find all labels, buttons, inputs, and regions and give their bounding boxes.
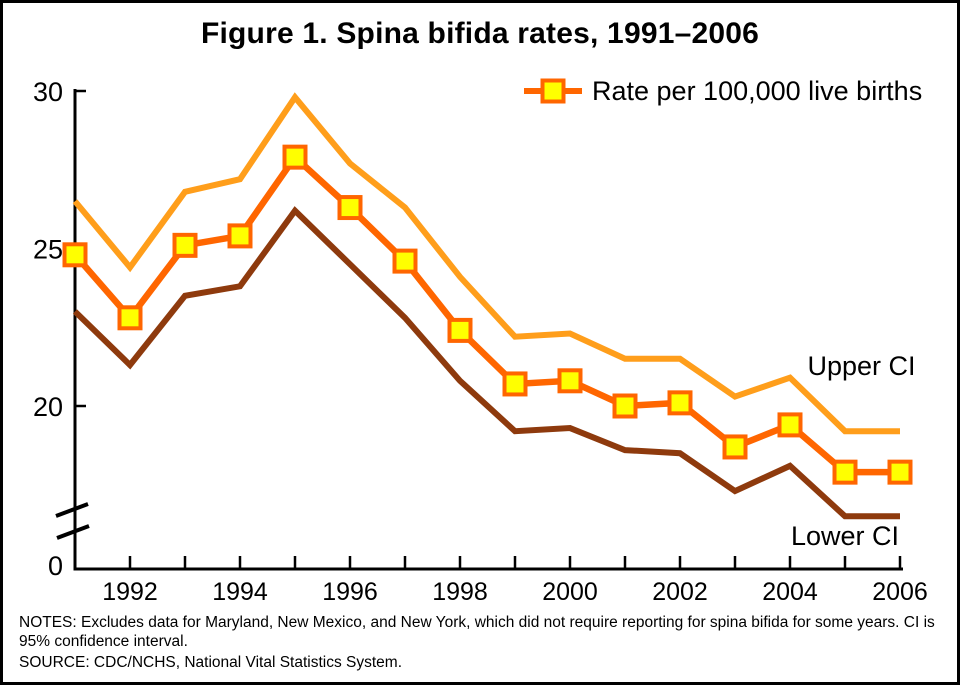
series-line-lower_ci	[72, 206, 900, 520]
annotation-upper-ci: Upper CI	[807, 351, 915, 381]
square-marker	[392, 248, 418, 274]
series-line-upper_ci	[72, 92, 900, 435]
y-axis-break	[55, 502, 90, 540]
square-marker	[62, 242, 88, 268]
square-marker	[887, 459, 913, 485]
chart-source: SOURCE: CDC/NCHS, National Vital Statist…	[19, 654, 403, 671]
square-marker	[282, 144, 308, 170]
legend-label: Rate per 100,000 live births	[592, 76, 922, 106]
chart-notes: NOTES: Excludes data for Maryland, New M…	[19, 614, 935, 650]
square-marker	[722, 434, 748, 460]
series-line-rate	[72, 152, 900, 476]
annotation-lower-ci: Lower CI	[791, 521, 899, 551]
rate-markers	[62, 144, 913, 485]
square-marker	[447, 317, 473, 343]
x-tick-label: 1994	[212, 578, 268, 606]
square-marker	[557, 368, 583, 394]
y-axis: 30 25 20 0	[33, 77, 86, 581]
x-tick-label: 2006	[872, 578, 928, 606]
y-tick-label: 25	[33, 235, 63, 265]
y-zero-label: 0	[48, 551, 63, 581]
square-marker	[337, 195, 363, 221]
x-tick-label: 2000	[542, 578, 598, 606]
square-marker	[667, 390, 693, 416]
x-tick-label: 2002	[652, 578, 708, 606]
chart-title: Figure 1. Spina bifida rates, 1991–2006	[200, 17, 760, 50]
square-marker	[832, 459, 858, 485]
y-tick-label: 20	[33, 392, 63, 422]
x-tick-label: 1992	[102, 578, 158, 606]
square-marker	[612, 393, 638, 419]
x-tick-label: 1998	[432, 578, 488, 606]
x-tick-label: 1996	[322, 578, 378, 606]
x-axis: 1992 1994 1996 1998 2000 2002 2004 2006	[102, 556, 928, 606]
square-marker	[502, 371, 528, 397]
square-marker	[117, 305, 143, 331]
axes	[73, 89, 903, 571]
legend: Rate per 100,000 live births	[524, 76, 922, 106]
x-tick-label: 2004	[762, 578, 818, 606]
square-marker	[172, 232, 198, 258]
legend-marker	[540, 78, 566, 104]
square-marker	[777, 412, 803, 438]
square-marker	[227, 223, 253, 249]
y-tick-label: 30	[33, 77, 63, 107]
line-chart: 30 25 20 0 1992 1994 1996 1998 2000 2002 2004 2006 R…	[33, 76, 928, 606]
